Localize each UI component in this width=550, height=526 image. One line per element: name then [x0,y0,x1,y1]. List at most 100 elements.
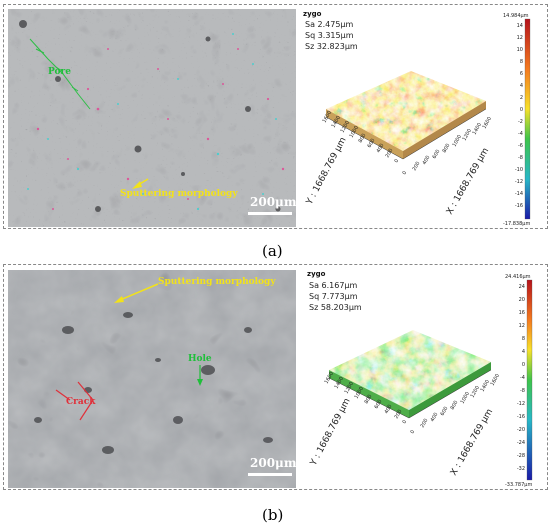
colorbar-a [524,18,531,220]
x-tick: 1400 [480,379,492,393]
x-tick: 1000 [452,134,464,148]
y-tick: 1000 [354,386,366,400]
y-tick: 1600 [324,371,336,385]
cb-tick: 10 [517,47,523,53]
cb-tick: -8 [520,388,525,394]
cb-tick: 12 [517,35,523,41]
y-tick: 1000 [349,125,361,139]
y-tick: 200 [394,409,404,420]
brand-logo-a: zygo [303,10,322,18]
cb-tick: 16 [519,310,525,316]
y-tick: 800 [364,394,374,405]
x-axis-title-b: X : 1668.769 μm [449,407,495,477]
cb-tick: 4 [520,83,523,89]
cb-tick: -8 [518,155,523,161]
cb-tick: -6 [518,143,523,149]
x-tick: 1600 [490,373,502,387]
sa-value-a: Sa 2.475μm [305,20,354,29]
cb-tick: -10 [515,167,523,173]
x-tick: 400 [422,155,432,166]
cb-tick: 12 [519,323,525,329]
annotation-arrows-b [55,283,203,421]
cb-tick: -32 [517,466,525,472]
scale-bar-a [248,212,292,215]
y-tick: 600 [374,399,384,410]
cb-tick: 0 [520,107,523,113]
y-tick: 1200 [340,120,352,134]
cb-tick: -14 [515,191,523,197]
y-axis-title-a: Y : 1668.769 μm [304,136,348,207]
panel-a: Pore Sputtering morphology 200μm zygo Sa… [3,4,548,229]
sem-texture-a [8,9,296,227]
cb-tick: 24 [519,284,525,290]
sem-image-b: Sputtering morphology Hole Crack 200μm [8,270,296,488]
y-tick: 1400 [331,115,343,129]
x-tick: 1400 [472,122,484,136]
y-tick: 0 [394,158,401,164]
cb-tick: 20 [519,297,525,303]
sq-value-a: Sq 3.315μm [305,31,354,40]
x-tick: 200 [420,418,430,429]
cb-tick: -24 [517,440,525,446]
colorbar-min-b: -33.787μm [505,482,532,488]
cb-tick: -4 [518,131,523,137]
cb-tick: -12 [515,179,523,185]
panel-b: Sputtering morphology Hole Crack 200μm z… [3,264,548,490]
x-tick: 600 [440,406,450,417]
x-tick: 800 [442,143,452,154]
scale-text-b: 200μm [250,456,296,470]
y-axis-title-b: Y : 1668.769 μm [308,397,352,468]
arrow-icon [132,178,149,189]
colorbar-b [526,279,533,481]
sputtering-label-b: Sputtering morphology [158,277,276,287]
label-b: (b) [262,506,284,524]
roughness-stats-b: Sa 6.167μm Sq 7.773μm Sz 58.203μm [309,280,362,313]
cb-tick: 2 [520,95,523,101]
cb-tick: 4 [522,349,525,355]
label-a: (a) [262,242,283,260]
sz-value-a: Sz 32.823μm [305,42,358,51]
cb-tick: -2 [518,119,523,125]
roughness-stats-a: Sa 2.475μm Sq 3.315μm Sz 32.823μm [305,19,358,52]
y-tick: 800 [358,133,368,144]
hole-label-b: Hole [188,354,212,364]
x-tick: 1000 [460,391,472,405]
x-axis-title-a: X : 1668.769 μm [445,146,491,216]
pore-label-a: Pore [48,67,71,77]
sem-image-a: Pore Sputtering morphology 200μm [8,9,296,227]
brand-logo-b: zygo [307,270,326,278]
cb-tick: -20 [517,427,525,433]
x-tick: 0 [402,170,409,176]
topography-b: zygo Sa 6.167μm Sq 7.773μm Sz 58.203μm [301,270,545,488]
cb-tick: -4 [520,375,525,381]
x-tick: 800 [450,400,460,411]
cb-tick: 14 [517,23,523,29]
y-tick: 600 [367,138,377,149]
surface-plot-a: 1600 1400 1200 1000 800 600 400 200 0 0 … [304,13,531,227]
colorbar-min-a: -17.838μm [503,221,530,227]
sa-value-b: Sa 6.167μm [309,281,358,290]
crack-label-b: Crack [66,397,96,407]
x-tick: 200 [412,161,422,172]
y-tick: 1400 [334,376,346,390]
x-tick: 600 [432,149,442,160]
x-tick: 1600 [482,116,494,130]
y-tick: 200 [385,148,395,159]
x-tick: 1200 [470,385,482,399]
y-tick: 1200 [344,381,356,395]
y-tick: 400 [384,404,394,415]
colorbar-max-b: 24.416μm [505,274,531,280]
y-tick: 0 [402,419,409,425]
cb-tick: -16 [517,414,525,420]
cb-tick: -16 [515,203,523,209]
surface-plot-b: 1600 1400 1200 1000 800 600 400 200 0 0 … [308,274,533,488]
y-tick: 1600 [322,110,334,124]
x-tick: 0 [410,429,417,435]
x-tick: 1200 [462,128,474,142]
scale-text-a: 200μm [250,195,296,209]
x-tick: 400 [430,412,440,423]
cb-tick: -28 [517,453,525,459]
cb-tick: 6 [520,71,523,77]
sputtering-label-a: Sputtering morphology [120,189,238,199]
sem-texture-b [8,270,296,488]
